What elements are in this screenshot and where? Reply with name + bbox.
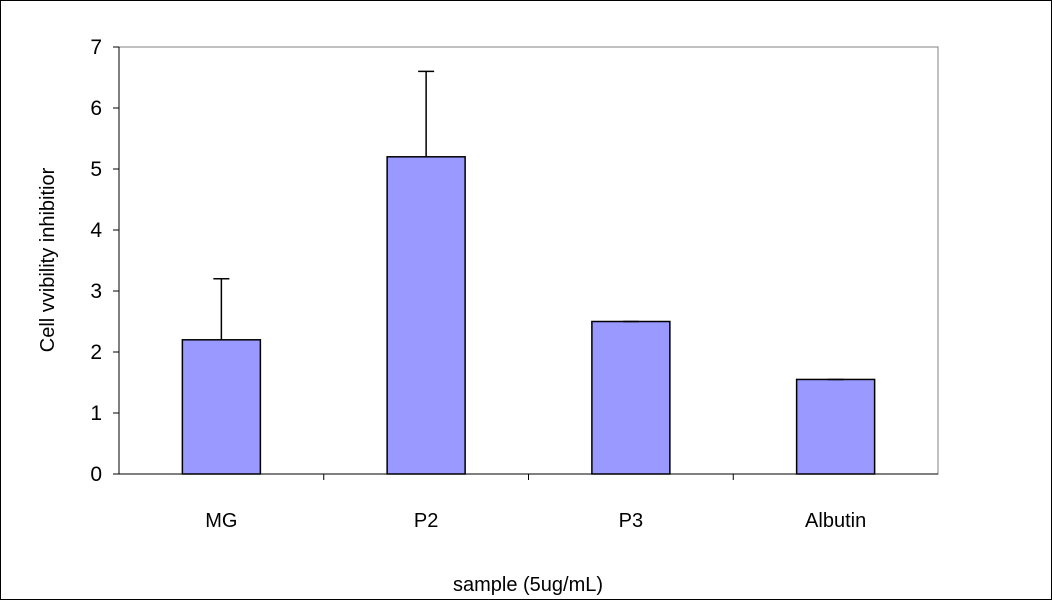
y-tick-label: 5: [90, 158, 102, 181]
y-tick-label: 2: [90, 341, 102, 364]
y-tick-label: 1: [90, 402, 102, 425]
bar-mg: [181, 339, 262, 475]
bar-p2: [386, 156, 466, 475]
error-bars-layer: [213, 70, 844, 381]
x-tick-label: P3: [619, 510, 643, 532]
y-tick-label: 6: [90, 97, 102, 120]
x-axis-title: sample (5ug/mL): [453, 574, 603, 596]
x-tick-label: Albutin: [805, 510, 866, 532]
y-tick-label: 4: [90, 219, 102, 242]
axes-layer: 0 1 2 3 4 5 6 7 MG P2 P3 Albutin: [90, 36, 938, 532]
y-tick-label: 0: [90, 463, 102, 486]
x-tick-label: P2: [414, 510, 438, 532]
y-tick-label: 7: [90, 36, 102, 59]
bar-p3: [591, 320, 671, 475]
y-tick-label: 3: [90, 280, 102, 303]
y-axis-title: Cell vvibility inhibitior: [37, 167, 59, 352]
bar-albutin: [795, 378, 876, 475]
x-tick-label: MG: [205, 510, 237, 532]
